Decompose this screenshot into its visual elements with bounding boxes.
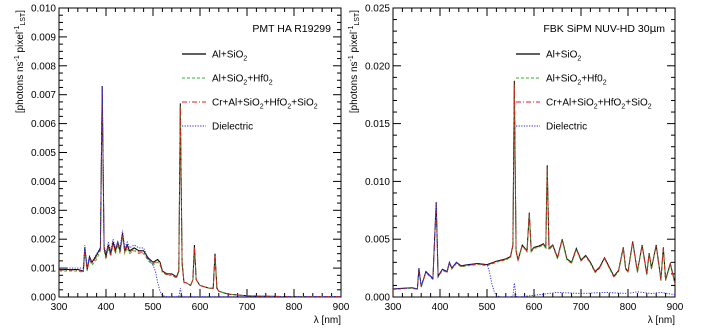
y-tick-label: 0.008 — [31, 61, 56, 72]
x-tick-label: 900 — [333, 302, 350, 313]
legend-label: Dielectric — [546, 122, 587, 133]
y-axis-label: [photons ns-1 pixel-1LST] — [348, 10, 361, 113]
x-axis-label: λ [nm] — [648, 315, 675, 326]
x-axis-label: λ [nm] — [314, 315, 341, 326]
x-tick-label: 600 — [526, 302, 543, 313]
legend-label: Al+SiO2 — [212, 50, 247, 63]
y-tick-label: 0.020 — [365, 61, 390, 72]
y-tick-label: 0.007 — [31, 90, 56, 101]
legend-label: Al+SiO2+Hf02 — [212, 74, 273, 87]
chart-title: PMT HA R19299 — [252, 23, 331, 35]
legend-label: Cr+Al+SiO2+HfO2+SiO2 — [546, 98, 652, 111]
legend-label: Dielectric — [212, 122, 253, 133]
chart-panel-1: 300 400 500 600 700 800 900 0.000 0.001 0.002 0.00… — [14, 4, 350, 327]
y-tick-label: 0.010 — [31, 4, 56, 15]
y-tick-label: 0.001 — [31, 264, 56, 275]
y-tick-label: 0.005 — [365, 235, 390, 246]
x-tick-label: 300 — [385, 302, 402, 313]
x-tick-label: 300 — [51, 302, 68, 313]
x-tick-label: 800 — [620, 302, 637, 313]
series-line-2 — [392, 85, 676, 291]
y-tick-label: 0.005 — [31, 148, 56, 159]
x-tick-label: 900 — [667, 302, 684, 313]
y-tick-label: 0.000 — [365, 293, 390, 304]
x-tick-label: 800 — [286, 302, 303, 313]
x-tick-label: 700 — [573, 302, 590, 313]
x-tick-label: 500 — [479, 302, 496, 313]
y-tick-label: 0.010 — [365, 177, 390, 188]
y-tick-label: 0.003 — [31, 206, 56, 217]
chart-panel-2: 300 400 500 600 700 800 900 0.000 0.005 0.010 0.01… — [348, 4, 684, 327]
x-tick-label: 400 — [98, 302, 115, 313]
y-tick-label: 0.002 — [31, 235, 56, 246]
x-tick-label: 500 — [145, 302, 162, 313]
legend-label: Al+SiO2+Hf02 — [546, 74, 607, 87]
y-tick-label: 0.009 — [31, 32, 56, 43]
y-tick-label: 0.015 — [365, 119, 390, 130]
x-tick-label: 400 — [432, 302, 449, 313]
series-line-4 — [59, 85, 341, 298]
series-line-4 — [392, 202, 676, 298]
y-tick-label: 0.006 — [31, 119, 56, 130]
y-axis-label: [photons ns-1 pixel-1LST] — [14, 10, 27, 113]
series-line-1 — [392, 80, 676, 290]
series-line-3 — [392, 84, 676, 290]
chart-title: FBK SiPM NUV-HD 30μm — [543, 23, 665, 35]
x-tick-label: 700 — [239, 302, 256, 313]
y-tick-label: 0.004 — [31, 177, 56, 188]
legend-label: Al+SiO2 — [546, 50, 581, 63]
plot-frame — [392, 7, 676, 298]
y-tick-label: 0.000 — [31, 293, 56, 304]
legend-label: Cr+Al+SiO2+HfO2+SiO2 — [212, 98, 318, 111]
x-tick-label: 600 — [192, 302, 209, 313]
y-tick-label: 0.025 — [365, 4, 390, 15]
series-line-3 — [59, 88, 341, 298]
